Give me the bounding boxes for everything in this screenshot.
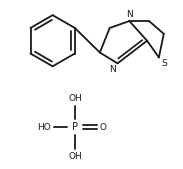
- Text: N: N: [126, 10, 133, 19]
- Text: O: O: [100, 123, 107, 132]
- Text: OH: OH: [68, 152, 82, 161]
- Text: HO: HO: [37, 123, 51, 132]
- Text: S: S: [162, 59, 168, 68]
- Text: OH: OH: [68, 94, 82, 103]
- Text: N: N: [109, 65, 116, 74]
- Text: P: P: [72, 122, 78, 132]
